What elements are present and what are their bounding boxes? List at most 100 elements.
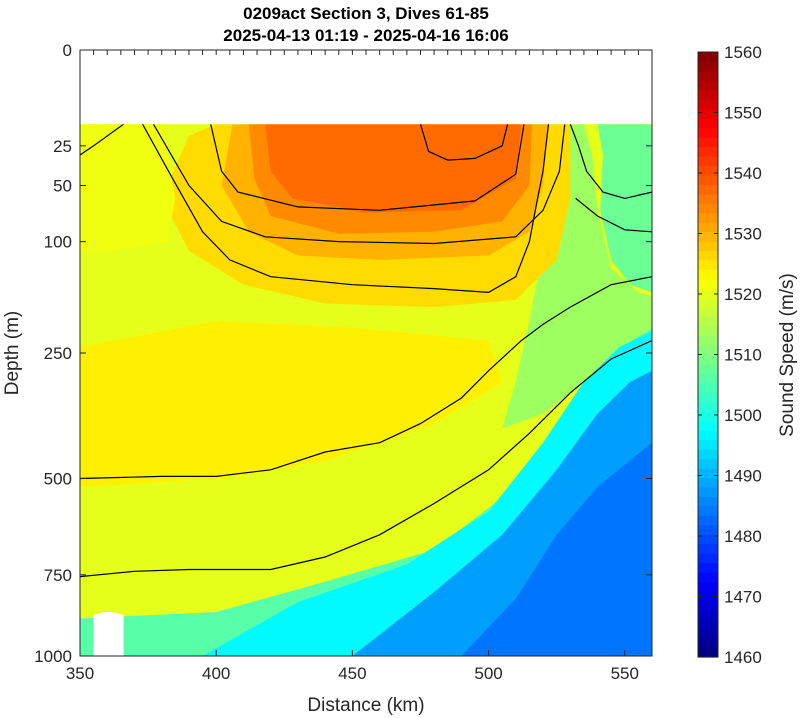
colorbar-step [698,515,718,526]
y-tick-label: 500 [44,470,72,489]
colorbar-step [698,373,718,384]
x-axis-title: Distance (km) [307,695,424,716]
colorbar-step [698,193,718,204]
x-tick-label: 550 [611,664,639,683]
y-tick-label: 0 [63,41,72,60]
colorbar-step [698,222,718,233]
y-axis: 0 25 50 100 250 500 750 1000 [34,41,652,666]
colorbar-step [698,297,718,308]
x-tick-label: 450 [338,664,366,683]
colorbar-step [698,581,718,592]
colorbar-tick-label: 1470 [724,588,762,607]
y-tick-label: 1000 [34,647,72,666]
y-axis-title: Depth (m) [2,311,23,395]
contour-warm-3 [419,124,509,161]
colorbar-step [698,439,718,450]
colorbar-step [698,278,718,289]
colorbar-step [698,354,718,365]
x-axis: 350 400 450 500 550 [66,50,653,683]
colorbar-step [698,609,718,620]
colorbar-step [698,326,718,337]
colorbar-step [698,155,718,167]
colorbar-step [698,127,718,138]
colorbar-step [698,543,718,554]
colorbar-step [698,288,718,299]
colorbar-step [698,80,718,91]
colorbar-step [698,628,718,639]
y-tick-label: 100 [44,233,72,252]
colorbar-step [698,553,718,564]
colorbar-step [698,467,718,478]
colorbar-step [698,203,718,214]
colorbar-step [698,316,718,327]
colorbar-step [698,590,718,601]
contour-front-1 [80,276,652,480]
colorbar-step [698,458,718,469]
y-tick-label: 25 [53,137,72,156]
y-tick-label: 50 [53,177,72,196]
no-data-region [80,50,652,656]
field-yellow-mid [80,321,503,487]
colorbar-tick-label: 1520 [724,285,762,304]
colorbar-step [698,137,718,148]
colorbar-tick-label: 1480 [724,527,762,546]
colorbar-step [698,534,718,545]
colorbar-step [698,241,718,252]
colorbar-step [698,638,718,649]
colorbar-step [698,647,718,658]
colorbar-step [698,165,718,176]
plot-area [80,50,652,656]
colorbar-step [698,477,718,488]
chart-subtitle: 2025-04-13 01:19 - 2025-04-16 16:06 [223,26,508,45]
colorbar-tick-label: 1500 [724,406,762,425]
colorbar-step [698,411,718,422]
colorbar-step [698,146,718,157]
colorbar-step [698,562,718,573]
colorbar-tick-label: 1530 [724,225,762,244]
no-data-bottom-gap [93,611,124,656]
colorbar-step [698,250,718,261]
colorbar-step [698,108,718,119]
colorbar-step [698,345,718,356]
colorbar-tick-label: 1540 [724,164,762,183]
colorbar-step [698,307,718,318]
colorbar-step [698,52,718,63]
colorbar-step [698,571,718,582]
colorbar-step [698,382,718,393]
no-data-surface [80,50,652,125]
x-tick-label: 500 [474,664,502,683]
contour-lines [80,123,652,578]
x-tick-label: 400 [202,664,230,683]
colorbar-step [698,269,718,280]
y-tick-label: 250 [44,344,72,363]
colorbar-step [698,392,718,403]
y-tick-label: 750 [44,566,72,585]
colorbar-step [698,174,718,185]
contour-outer-warm-main [142,123,550,294]
colorbar-step [698,449,718,460]
colorbar-step [698,70,718,81]
colorbar-step [698,89,718,100]
colorbar-step [698,99,718,110]
field-front-teal [597,124,652,293]
contour-warm-2 [210,124,525,211]
colorbar-tick-label: 1490 [724,467,762,486]
colorbar-step [698,486,718,497]
x-tick-label: 350 [66,664,94,683]
colorbar-tick-label: 1460 [724,648,762,667]
colorbar-tick-label: 1510 [724,346,762,365]
heatmap-fill [80,50,652,656]
field-deep-core [461,442,652,656]
colorbar-step [698,231,718,242]
colorbar-step [698,401,718,412]
contour-east-2 [575,197,652,233]
colorbar-step [698,619,718,630]
colorbar-step [698,430,718,441]
contour-east-1 [569,123,652,200]
colorbar-step [698,61,718,72]
colorbar-step [698,363,718,374]
colorbar-step [698,600,718,611]
field-warm-core [265,124,522,213]
colorbar-step [698,184,718,195]
colorbar-step [698,259,718,271]
